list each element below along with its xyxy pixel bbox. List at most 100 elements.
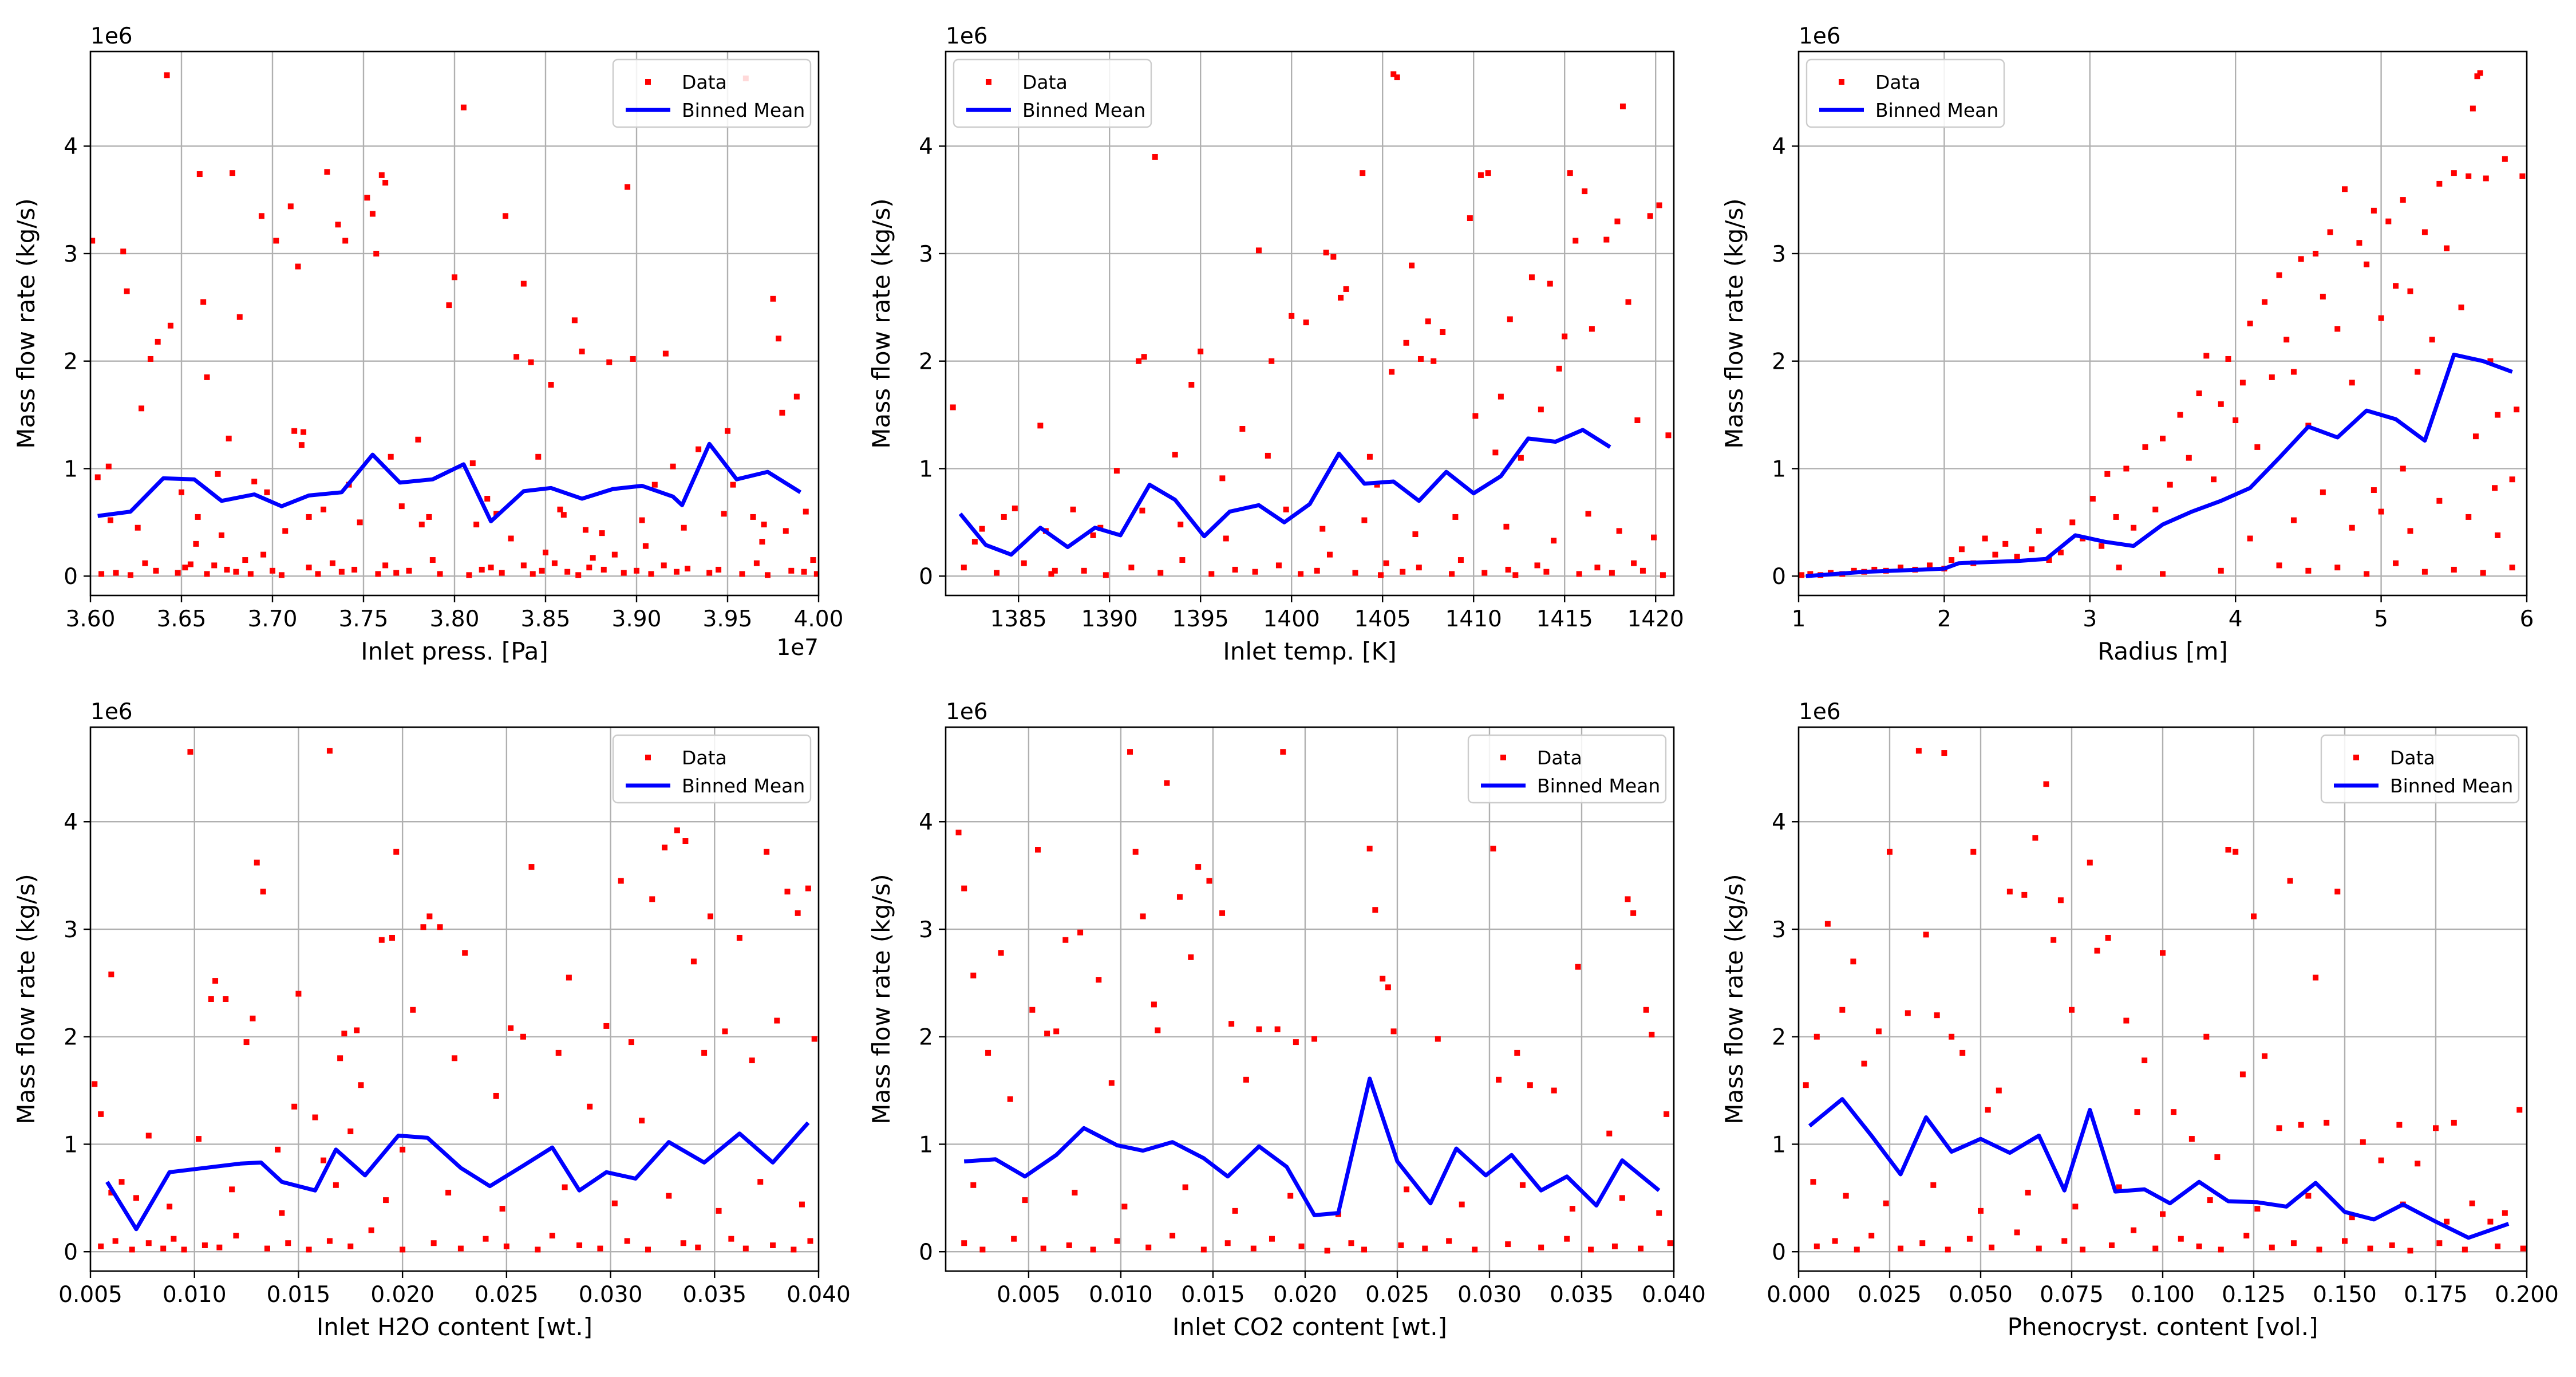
legend: Data Binned Mean [1805, 58, 2005, 128]
data-point [520, 281, 527, 287]
data-point [2069, 519, 2076, 526]
x-tick-label: 0.175 [2404, 1282, 2468, 1308]
data-point [129, 1246, 135, 1253]
data-point [1314, 567, 1320, 574]
data-point [739, 571, 745, 577]
data-point [295, 263, 301, 270]
data-point [2313, 250, 2319, 257]
data-point [2254, 444, 2261, 450]
data-point [759, 539, 765, 545]
data-point [378, 172, 385, 178]
data-point [1223, 535, 1229, 542]
data-point [1077, 929, 1084, 936]
data-point [1136, 358, 1142, 364]
x-tick-label: 0.025 [475, 1282, 539, 1308]
data-point [722, 1028, 728, 1035]
data-point [1507, 316, 1513, 322]
data-point [1915, 748, 1922, 754]
data-point [2334, 889, 2341, 895]
data-point [776, 336, 782, 342]
data-point [1875, 1028, 1882, 1035]
data-point [1446, 1238, 1452, 1244]
x-tick-label: 5 [2374, 606, 2388, 632]
data-point [695, 1244, 701, 1250]
data-point [254, 859, 260, 866]
data-point [2502, 156, 2508, 162]
x-tick-label: 0.005 [997, 1282, 1061, 1308]
data-point [1603, 236, 1610, 243]
plot-area [955, 749, 1673, 1254]
data-point [452, 274, 457, 281]
data-point [1425, 318, 1431, 325]
data-point [803, 508, 809, 515]
x-tick-label: 0.020 [370, 1282, 434, 1308]
data-point [1496, 1076, 1502, 1083]
data-point [706, 570, 713, 576]
data-point [92, 1081, 98, 1087]
data-point [1022, 1197, 1028, 1204]
data-point [1528, 274, 1535, 281]
data-point [1941, 750, 1947, 756]
data-point [651, 482, 658, 488]
y-offset-label: 1e6 [90, 699, 133, 725]
data-point [597, 1245, 603, 1252]
y-axis-label: Mass flow rate (kg/s) [867, 874, 895, 1124]
data-point [1582, 188, 1588, 195]
x-tick-label: 0.030 [1457, 1282, 1522, 1308]
data-point [2160, 950, 2166, 956]
data-point [807, 1238, 813, 1244]
data-point [94, 474, 101, 480]
data-point [2429, 337, 2435, 343]
data-point [2516, 1107, 2523, 1113]
y-tick-label: 3 [64, 917, 78, 943]
data-point [2495, 532, 2501, 538]
data-point [2436, 498, 2443, 504]
data-point [784, 889, 791, 895]
y-offset-label: 1e6 [1799, 23, 1841, 49]
x-tick-label: 1405 [1354, 606, 1411, 632]
data-point [193, 540, 199, 547]
data-point [270, 567, 275, 574]
data-point [462, 950, 468, 956]
data-point [764, 849, 770, 855]
data-point [774, 1017, 780, 1024]
y-offset-label: 1e6 [1799, 699, 1841, 725]
data-point [1103, 572, 1109, 578]
data-point [2113, 514, 2119, 520]
legend-marker-data [1839, 79, 1844, 85]
y-tick-label: 1 [919, 456, 933, 482]
data-point [587, 1103, 593, 1110]
data-point [2509, 565, 2515, 571]
legend-label-mean: Binned Mean [1537, 775, 1660, 797]
data-point [2116, 1184, 2122, 1190]
plot-area [1803, 748, 2526, 1254]
y-tick-label: 3 [1772, 242, 1786, 267]
data-point [2105, 934, 2111, 941]
data-point [543, 549, 548, 555]
legend-marker-data [645, 755, 651, 760]
y-tick-label: 2 [1772, 1025, 1786, 1051]
data-point [2036, 528, 2042, 534]
axes-frame [945, 726, 1675, 1272]
data-point [670, 463, 676, 469]
data-point [1527, 1082, 1533, 1088]
data-point [503, 213, 509, 219]
data-point [779, 409, 785, 416]
data-point [1374, 482, 1380, 488]
data-point [1052, 567, 1058, 574]
data-point [312, 1114, 318, 1120]
data-point [680, 1240, 686, 1246]
data-point [2214, 1154, 2221, 1160]
data-point [1140, 913, 1146, 920]
data-point [590, 555, 596, 561]
data-point [624, 1238, 630, 1244]
data-points [1799, 70, 2526, 578]
data-point [674, 827, 680, 834]
data-point [770, 1242, 776, 1248]
data-point [1905, 1010, 1911, 1016]
data-point [1151, 1001, 1157, 1008]
data-point [1982, 535, 1988, 542]
data-point [535, 453, 542, 460]
data-point [701, 1049, 708, 1056]
